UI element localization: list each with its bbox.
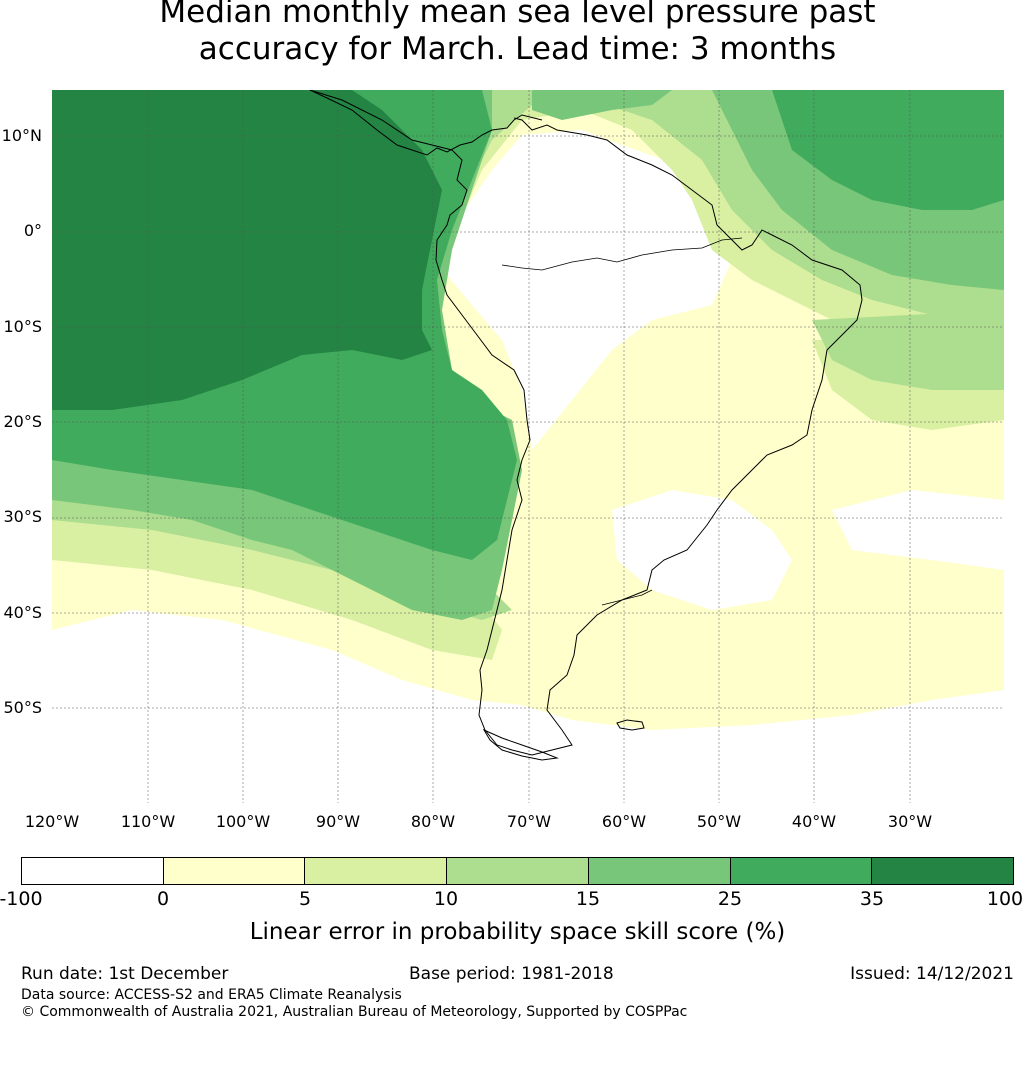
lat-label-50s: 50°S	[3, 698, 42, 717]
map-graticule	[52, 90, 1004, 803]
lon-label-60w: 60°W	[601, 812, 647, 831]
lat-label-10s: 10°S	[3, 317, 42, 336]
colorbar-tick-100: 100	[986, 888, 1024, 910]
lon-label-90w: 90°W	[315, 812, 361, 831]
falklands	[616, 719, 645, 731]
lon-label-100w: 100°W	[215, 812, 271, 831]
lat-label-30s: 30°S	[3, 507, 42, 526]
lat-label-0: 0°	[23, 221, 42, 240]
issued-date: Issued: 14/12/2021	[850, 964, 1014, 984]
lon-label-70w: 70°W	[506, 812, 552, 831]
skill-score-map	[52, 90, 1004, 803]
map-title-line1: Median monthly mean sea level pressure p…	[159, 0, 876, 30]
amazon-river	[501, 237, 743, 271]
colorbar-segment-neg	[22, 858, 164, 884]
zone-35-100-ocean	[52, 90, 442, 410]
lon-label-40w: 40°W	[791, 812, 837, 831]
central-america-coastline	[309, 90, 543, 156]
zone-25-35-atlantic	[772, 90, 1004, 210]
zone-10-15-east	[812, 310, 1004, 390]
colorbar-segment-35-100	[872, 858, 1014, 884]
lat-label-10n: 10°N	[1, 126, 42, 145]
colorbar-segment-25-35	[730, 858, 873, 884]
lon-label-80w: 80°W	[410, 812, 456, 831]
lon-label-30w: 30°W	[887, 812, 933, 831]
lat-label-40s: 40°S	[3, 603, 42, 622]
colorbar-segment-10-15	[447, 858, 589, 884]
zone-negative-east	[832, 490, 1004, 570]
rio-de-la-plata	[601, 589, 653, 606]
colorbar-tick-10: 10	[433, 888, 459, 910]
south-america-coastline	[309, 90, 863, 756]
map-title-line2: accuracy for March. Lead time: 3 months	[198, 31, 837, 67]
data-source: Data source: ACCESS-S2 and ERA5 Climate …	[21, 987, 402, 1003]
colorbar-tick-0: 0	[156, 888, 170, 910]
colorbar-tick-25: 25	[717, 888, 743, 910]
zone-negative-southeast	[612, 490, 792, 610]
map-title: Median monthly mean sea level pressure p…	[0, 0, 1035, 68]
colorbar-segment-5-10	[305, 858, 448, 884]
lon-label-110w: 110°W	[120, 812, 176, 831]
zone-negative-amazon	[447, 130, 732, 450]
tierra-del-fuego	[482, 728, 559, 761]
zone-15-25-caribbean	[532, 90, 672, 120]
colorbar-tick-15: 15	[575, 888, 601, 910]
lon-label-50w: 50°W	[696, 812, 742, 831]
colorbar-tick-minus100: -100	[0, 888, 43, 910]
zone-negative-south	[52, 610, 1004, 803]
run-date: Run date: 1st December	[21, 964, 229, 984]
base-period: Base period: 1981-2018	[409, 964, 614, 984]
colorbar-tick-5: 5	[298, 888, 312, 910]
colorbar	[21, 857, 1014, 885]
lat-label-20s: 20°S	[3, 412, 42, 431]
colorbar-label: Linear error in probability space skill …	[249, 919, 786, 945]
colorbar-segment-0-5	[163, 858, 306, 884]
lon-label-120w: 120°W	[24, 812, 80, 831]
colorbar-segment-15-25	[588, 858, 731, 884]
colorbar-tick-35: 35	[859, 888, 885, 910]
copyright: © Commonwealth of Australia 2021, Austra…	[21, 1004, 688, 1020]
